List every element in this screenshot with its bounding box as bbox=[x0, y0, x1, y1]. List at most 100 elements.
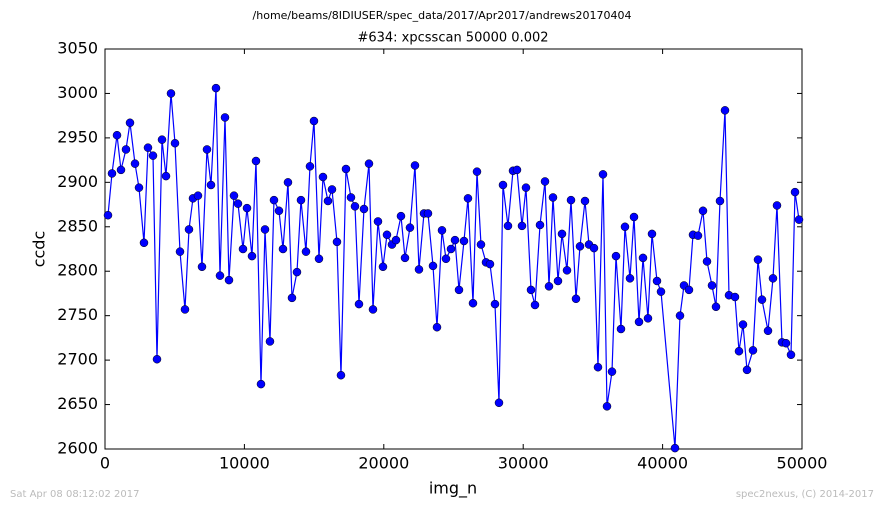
data-point bbox=[309, 116, 319, 126]
data-point bbox=[103, 210, 113, 220]
data-point bbox=[575, 242, 585, 251]
data-point bbox=[400, 253, 410, 263]
data-point bbox=[566, 195, 576, 205]
data-point bbox=[323, 196, 333, 206]
data-point bbox=[242, 203, 252, 213]
data-point bbox=[748, 346, 758, 355]
data-point bbox=[698, 206, 708, 216]
data-point bbox=[781, 338, 791, 348]
data-line bbox=[107, 88, 800, 449]
data-point bbox=[629, 212, 639, 222]
x-tick-label: 50000 bbox=[777, 454, 828, 473]
data-point bbox=[593, 362, 603, 372]
y-tick-label: 3050 bbox=[57, 39, 98, 58]
data-point bbox=[211, 83, 221, 93]
data-point bbox=[553, 276, 563, 286]
footer-left: Sat Apr 08 08:12:02 2017 bbox=[10, 489, 140, 500]
data-point bbox=[336, 370, 346, 380]
data-point bbox=[432, 322, 442, 332]
data-point bbox=[260, 225, 270, 234]
data-point bbox=[634, 317, 644, 327]
data-point bbox=[772, 201, 782, 210]
x-tick-label: 0 bbox=[100, 454, 110, 473]
data-point bbox=[251, 156, 261, 166]
data-point bbox=[292, 267, 302, 277]
data-point bbox=[134, 183, 144, 192]
data-point bbox=[476, 240, 486, 249]
data-point bbox=[763, 326, 773, 336]
y-tick-label: 2850 bbox=[57, 216, 98, 235]
data-point bbox=[220, 113, 230, 122]
data-point bbox=[170, 138, 180, 148]
data-point bbox=[229, 191, 239, 200]
data-point bbox=[314, 254, 324, 264]
y-tick-label: 3000 bbox=[57, 83, 98, 102]
data-point bbox=[454, 285, 464, 295]
data-point bbox=[711, 302, 721, 312]
data-point bbox=[557, 229, 567, 239]
data-point bbox=[166, 89, 176, 98]
data-point bbox=[428, 261, 438, 271]
data-point bbox=[197, 262, 207, 272]
y-tick-label: 2750 bbox=[57, 305, 98, 324]
data-point bbox=[265, 337, 275, 346]
data-point bbox=[468, 298, 478, 308]
data-point bbox=[794, 215, 804, 224]
data-point bbox=[161, 171, 171, 181]
data-point bbox=[391, 235, 401, 245]
data-point bbox=[544, 282, 554, 291]
data-point bbox=[364, 159, 374, 168]
data-point bbox=[180, 305, 190, 314]
plot-frame bbox=[104, 48, 803, 450]
footer-right: spec2nexus, (C) 2014-2017 bbox=[736, 489, 874, 500]
data-point bbox=[459, 236, 469, 246]
data-point bbox=[526, 285, 536, 295]
data-point bbox=[359, 204, 369, 214]
data-point bbox=[256, 379, 266, 389]
data-point bbox=[602, 402, 612, 411]
data-point bbox=[423, 209, 433, 218]
data-point bbox=[562, 266, 572, 275]
data-point bbox=[768, 274, 778, 283]
data-point bbox=[647, 229, 657, 239]
data-point bbox=[414, 265, 424, 274]
data-point bbox=[287, 293, 297, 303]
data-point bbox=[616, 324, 626, 334]
data-point bbox=[702, 257, 712, 266]
data-point bbox=[332, 237, 342, 247]
data-point bbox=[503, 221, 513, 231]
data-point bbox=[112, 130, 122, 140]
data-point bbox=[233, 199, 243, 208]
data-point bbox=[143, 143, 153, 152]
data-point bbox=[715, 196, 725, 206]
data-point bbox=[490, 299, 500, 309]
data-point bbox=[463, 194, 473, 203]
data-point bbox=[589, 243, 599, 253]
data-point bbox=[224, 275, 234, 285]
y-tick-label: 2900 bbox=[57, 172, 98, 191]
data-point bbox=[498, 180, 508, 190]
data-point bbox=[684, 285, 694, 295]
data-point bbox=[410, 161, 420, 170]
data-point bbox=[341, 164, 351, 174]
data-point bbox=[305, 162, 315, 171]
data-point bbox=[742, 365, 752, 375]
x-tick-label: 30000 bbox=[498, 454, 549, 473]
x-tick-label: 20000 bbox=[358, 454, 409, 473]
data-point bbox=[786, 350, 796, 360]
data-point bbox=[368, 305, 378, 314]
y-tick-label: 2800 bbox=[57, 261, 98, 280]
y-tick-label: 2600 bbox=[57, 439, 98, 458]
data-point bbox=[757, 295, 767, 304]
data-point bbox=[107, 169, 117, 178]
data-point bbox=[446, 244, 456, 254]
data-point bbox=[301, 247, 311, 256]
data-point bbox=[643, 314, 653, 323]
data-point bbox=[121, 145, 131, 154]
data-point bbox=[130, 159, 140, 168]
data-point bbox=[396, 211, 406, 221]
data-point bbox=[656, 287, 666, 296]
data-point bbox=[193, 191, 203, 200]
data-point bbox=[125, 118, 135, 128]
data-point bbox=[734, 346, 744, 356]
